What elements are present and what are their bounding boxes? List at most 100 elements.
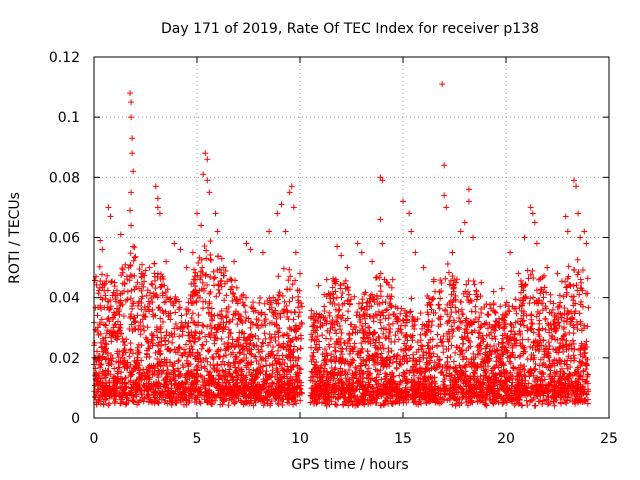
data-point — [385, 348, 392, 355]
data-point — [525, 336, 532, 343]
data-point — [158, 271, 165, 278]
data-point — [385, 315, 392, 322]
data-point — [535, 398, 542, 405]
data-point — [440, 349, 447, 356]
data-point — [336, 326, 343, 333]
data-point — [98, 316, 105, 323]
data-point — [287, 286, 294, 293]
data-point — [144, 324, 151, 331]
data-point — [91, 277, 98, 284]
data-point — [203, 247, 210, 254]
data-point — [275, 347, 282, 354]
data-point — [294, 346, 301, 353]
data-point — [290, 316, 297, 323]
data-point — [151, 260, 158, 267]
data-point — [127, 340, 134, 347]
data-point — [275, 273, 282, 280]
data-point — [243, 294, 250, 301]
data-point — [196, 335, 203, 342]
data-point — [199, 264, 206, 271]
data-point — [286, 298, 293, 305]
data-point — [365, 365, 372, 372]
data-point — [309, 352, 316, 359]
data-point — [201, 243, 208, 250]
data-point — [576, 291, 583, 298]
data-point — [213, 293, 220, 300]
data-point — [362, 320, 369, 327]
data-point — [492, 336, 499, 343]
data-point — [407, 308, 414, 315]
data-point — [574, 256, 581, 263]
data-point — [468, 329, 475, 336]
data-point — [131, 286, 138, 293]
data-point — [279, 292, 286, 299]
data-point — [437, 316, 444, 323]
data-point — [403, 313, 410, 320]
data-point — [321, 303, 328, 310]
data-point — [172, 293, 179, 300]
data-point — [442, 275, 449, 282]
data-point — [507, 320, 514, 327]
data-point — [295, 354, 302, 361]
data-point — [159, 319, 166, 326]
data-point — [194, 367, 201, 374]
data-point — [459, 356, 466, 363]
data-point — [565, 263, 572, 270]
data-point — [298, 303, 305, 310]
data-point — [291, 308, 298, 315]
data-point — [422, 332, 429, 339]
data-point — [521, 363, 528, 370]
data-point — [120, 313, 127, 320]
data-point — [157, 329, 164, 336]
data-point — [259, 339, 266, 346]
data-point — [408, 295, 415, 302]
data-point — [566, 329, 573, 336]
data-point — [417, 331, 424, 338]
data-point — [530, 329, 537, 336]
data-point — [398, 346, 405, 353]
data-point — [361, 330, 368, 337]
data-point — [343, 399, 350, 406]
data-point — [319, 332, 326, 339]
data-point — [131, 244, 138, 251]
data-point — [519, 302, 526, 309]
data-point — [115, 354, 122, 361]
data-point — [144, 338, 151, 345]
data-point — [454, 325, 461, 332]
data-point — [378, 325, 385, 332]
data-point — [128, 287, 135, 294]
data-point — [583, 361, 590, 368]
data-point — [183, 341, 190, 348]
data-point — [584, 275, 591, 282]
data-point — [499, 400, 506, 407]
data-point — [210, 268, 217, 275]
data-point — [199, 342, 206, 349]
data-point — [134, 354, 141, 361]
data-point — [437, 295, 444, 302]
data-point — [240, 302, 247, 309]
data-point — [231, 344, 238, 351]
data-point — [186, 337, 193, 344]
data-point — [210, 282, 217, 289]
data-point — [435, 301, 442, 308]
data-point — [104, 287, 111, 294]
data-point — [165, 338, 172, 345]
data-point — [524, 356, 531, 363]
data-point — [585, 304, 592, 311]
data-point — [560, 317, 567, 324]
data-point — [459, 394, 466, 401]
data-point — [212, 274, 219, 281]
data-point — [104, 272, 111, 279]
data-point — [197, 400, 204, 407]
data-point — [149, 306, 156, 313]
data-point — [437, 277, 444, 284]
data-point — [207, 361, 214, 368]
data-point — [297, 397, 304, 404]
data-point — [203, 255, 210, 262]
data-point — [579, 267, 586, 274]
data-point — [346, 337, 353, 344]
data-point — [263, 368, 270, 375]
data-point — [284, 363, 291, 370]
data-point — [556, 292, 563, 299]
data-point — [191, 266, 198, 273]
